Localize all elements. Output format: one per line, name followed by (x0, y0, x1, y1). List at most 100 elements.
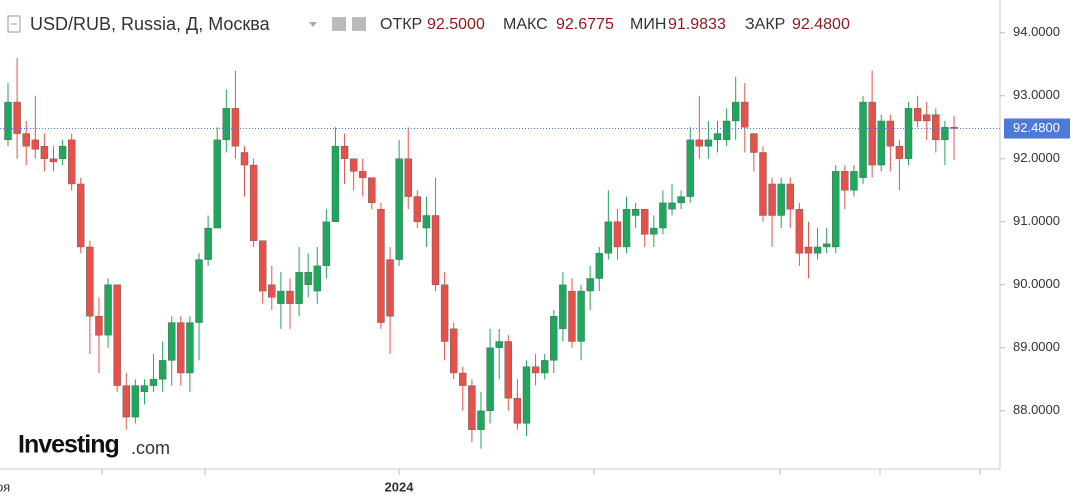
candle-body (49, 158, 58, 163)
candle-body (495, 341, 503, 348)
candle-body (795, 208, 804, 254)
candle-body (686, 139, 694, 197)
candle-body (595, 253, 603, 279)
stat-value: 91.9833 (668, 16, 726, 33)
stat-value: 92.5000 (427, 16, 485, 33)
candle-body (231, 108, 240, 147)
logo: Investing (18, 431, 119, 459)
candle-body (131, 385, 140, 418)
logo-suffix: .com (131, 438, 170, 458)
candle-body (704, 139, 713, 147)
candle-body (750, 133, 758, 153)
y-tick-label: 94.0000 (1013, 24, 1060, 39)
candle-body (4, 101, 12, 141)
candle-body (86, 246, 94, 317)
candle-body (631, 208, 640, 216)
candle-body (477, 410, 485, 430)
candle-body (277, 290, 285, 304)
candle-body (268, 284, 276, 298)
candle-body (777, 183, 785, 216)
candle-body (677, 196, 685, 204)
candle-body (195, 259, 203, 323)
candle-body (122, 385, 130, 418)
candle-body (77, 183, 85, 248)
x-ticks (101, 469, 981, 475)
candle-body (431, 215, 440, 285)
y-tick-label: 88.0000 (1013, 402, 1060, 417)
candle-body (586, 278, 594, 292)
candle-body (841, 171, 849, 191)
chart-title: USD/RUB, Russia, Д, Москва (30, 14, 271, 34)
y-tick-label: 89.0000 (1013, 339, 1060, 354)
candle-body (113, 284, 121, 386)
candle-body (804, 246, 813, 254)
candle-body (177, 322, 185, 374)
candle-body (213, 139, 221, 229)
candle-body (786, 183, 794, 210)
y-tick-label: 91.0000 (1013, 213, 1060, 228)
gear-icon[interactable] (352, 17, 366, 31)
candle-body (240, 152, 249, 166)
candle-body (468, 385, 476, 430)
candle-body (822, 243, 831, 248)
collapse-icon[interactable] (7, 15, 21, 33)
candle-body (258, 240, 267, 292)
candle-body (313, 265, 321, 292)
candle-body (377, 208, 385, 323)
candle-body (622, 208, 631, 248)
candle-body (877, 120, 885, 166)
candle-body (368, 177, 376, 204)
candle-body (359, 171, 367, 178)
candle-body (413, 196, 422, 222)
candle-body (923, 114, 931, 122)
candle-body (641, 208, 649, 235)
candle-body (904, 108, 913, 159)
candle-body (731, 101, 740, 122)
stat-label: ЗАКР (745, 16, 785, 33)
candle-body (340, 145, 349, 159)
candle-body (140, 385, 149, 393)
y-tick-label: 90.0000 (1013, 276, 1060, 291)
candle-body (222, 108, 231, 141)
candle-body (204, 227, 212, 260)
candle-body (31, 139, 39, 150)
candle-body (550, 316, 558, 361)
candle-body (859, 101, 867, 178)
candle-body (440, 284, 449, 342)
candle-body (249, 164, 258, 241)
stat-label: ОТКР (380, 16, 422, 33)
candle-body (422, 215, 431, 229)
candle-body (22, 133, 30, 147)
candle-body (104, 284, 112, 336)
candle-body (540, 360, 549, 374)
candle-body (386, 259, 394, 317)
candle-body (577, 290, 585, 342)
candle-body (531, 366, 540, 374)
candle-body (895, 145, 904, 159)
candle-body (13, 101, 21, 134)
stat-label: МИН (630, 16, 666, 33)
candle-body (286, 290, 294, 304)
candle-body (522, 366, 531, 424)
candle-body (832, 171, 840, 248)
candle-body (322, 221, 331, 267)
candle-body (768, 183, 776, 216)
candle-body (58, 145, 67, 159)
candle-body (741, 101, 749, 128)
candle-body (659, 202, 667, 229)
candle-body (913, 108, 922, 122)
y-tick-label: 93.0000 (1013, 87, 1060, 102)
candle-body (513, 397, 522, 424)
candle-body (559, 284, 567, 330)
settings-icon[interactable] (332, 17, 346, 31)
candle-body (604, 221, 613, 254)
candle-body (304, 271, 312, 285)
candle-body (450, 328, 458, 374)
candle-body (613, 221, 622, 248)
dropdown-arrow[interactable] (309, 22, 317, 27)
candle-body (568, 290, 576, 342)
candle-body (349, 158, 358, 172)
candle-body (759, 152, 767, 216)
candle-body (932, 114, 940, 141)
